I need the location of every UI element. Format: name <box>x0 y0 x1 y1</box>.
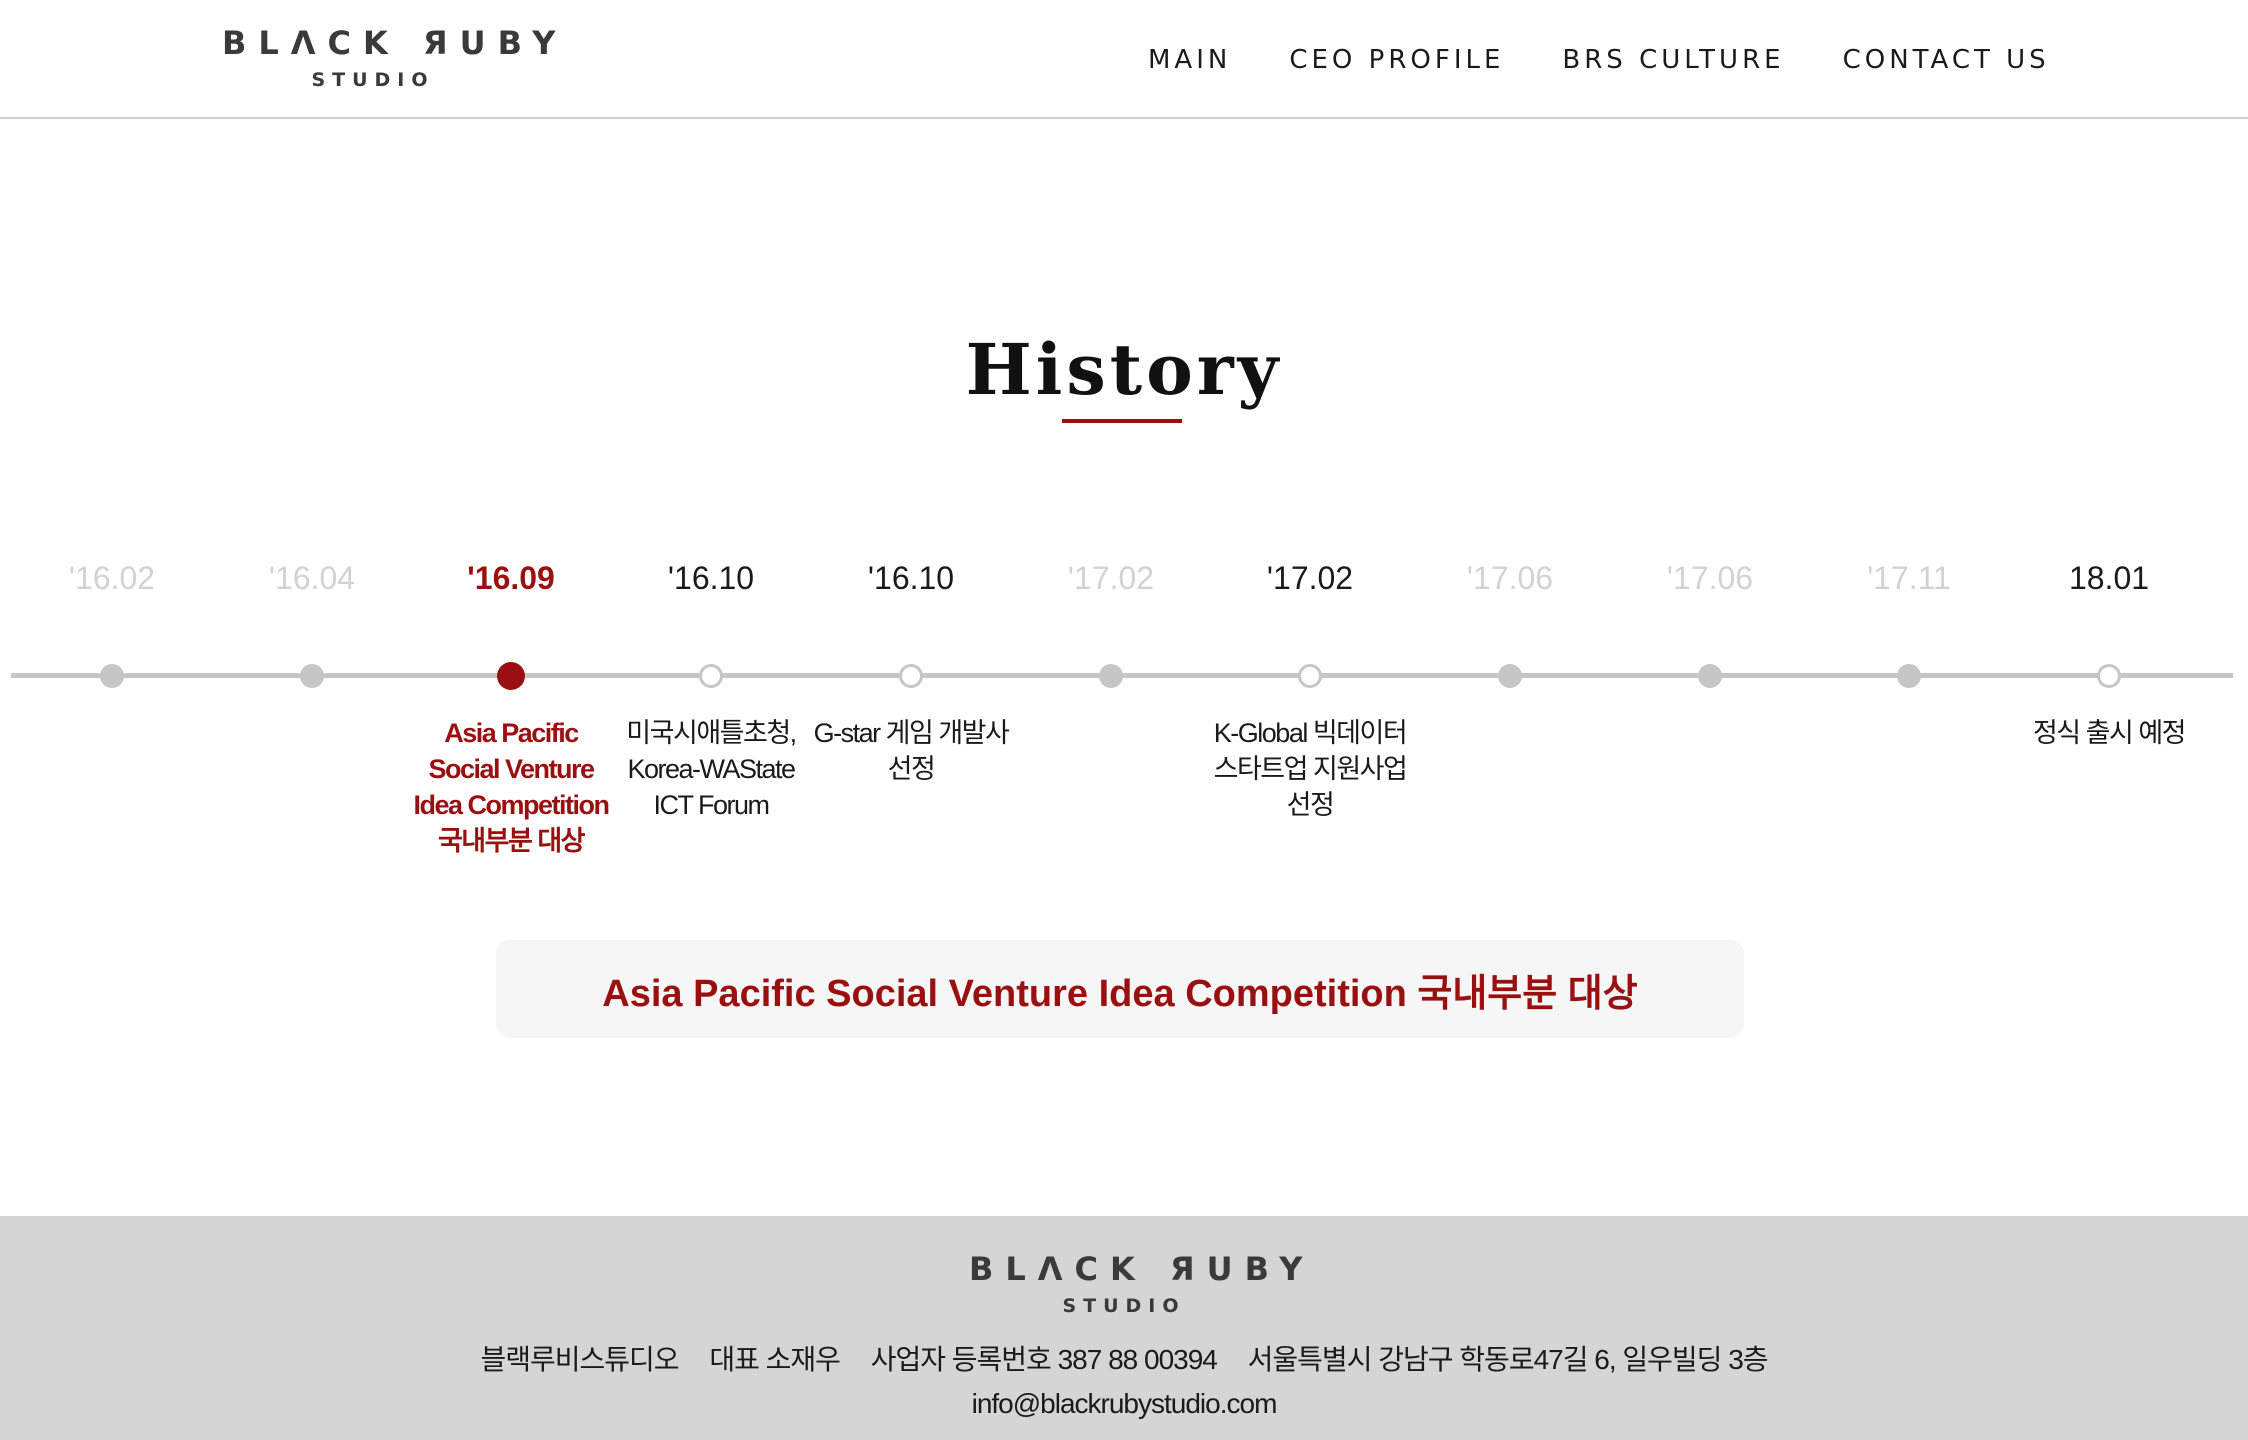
footer-logo-wordmark: BLΛCK ЯUBY <box>969 1250 1315 1288</box>
timeline-dot[interactable] <box>1099 664 1123 688</box>
timeline-label-line: 선정 <box>887 754 936 784</box>
timeline-label-line: 선정 <box>1286 790 1335 820</box>
timeline-date[interactable]: '17.02 <box>1067 560 1155 596</box>
timeline-date[interactable]: '17.06 <box>1466 560 1554 596</box>
timeline-dot[interactable] <box>899 664 923 688</box>
title-underline <box>1062 419 1182 423</box>
footer-address: 서울특별시 강남구 학동로47길 6, 일우빌딩 3층 <box>1247 1344 1769 1375</box>
timeline-label-line: ICT Forum <box>653 790 770 820</box>
footer-logo: BLΛCK ЯUBY STUDIO <box>969 1250 1315 1318</box>
footer-company-name: 블랙루비스튜디오 <box>480 1344 679 1375</box>
timeline-dot[interactable] <box>1698 664 1722 688</box>
timeline-dot[interactable] <box>300 664 324 688</box>
footer-business-number: 사업자 등록번호 387 88 00394 <box>870 1344 1218 1375</box>
site-footer: BLΛCK ЯUBY STUDIO 블랙루비스튜디오 대표 소재우 사업자 등록… <box>0 1216 2248 1440</box>
footer-ceo: 대표 소재우 <box>709 1344 841 1375</box>
logo-subtitle: STUDIO <box>311 69 435 91</box>
main-nav: MAIN CEO PROFILE BRS CULTURE CONTACT US <box>1148 44 2050 76</box>
timeline-dot[interactable] <box>1897 664 1921 688</box>
timeline-dot[interactable] <box>1298 664 1322 688</box>
timeline-dot[interactable] <box>2097 664 2121 688</box>
timeline-label-line: K-Global 빅데이터 <box>1213 718 1408 748</box>
timeline-label: 정식 출시 예정 <box>1999 715 2219 751</box>
timeline-date[interactable]: '16.09 <box>467 560 555 596</box>
timeline-date[interactable]: '16.02 <box>68 560 156 596</box>
timeline-label-line: Korea-WAState <box>627 754 796 784</box>
timeline-date[interactable]: '16.10 <box>667 560 755 596</box>
timeline-date[interactable]: '17.11 <box>1867 560 1951 596</box>
site-logo[interactable]: BLΛCK ЯUBY STUDIO <box>222 24 568 92</box>
timeline-date[interactable]: '16.10 <box>867 560 955 596</box>
timeline-label-line: Idea Competition <box>413 790 610 820</box>
timeline-label-line: 정식 출시 예정 <box>2032 718 2187 748</box>
timeline-label: 미국시애틀초청, Korea-WAState ICT Forum <box>601 715 821 823</box>
nav-contact-us[interactable]: CONTACT US <box>1842 45 2050 75</box>
site-header: BLΛCK ЯUBY STUDIO MAIN CEO PROFILE BRS C… <box>0 0 2248 119</box>
footer-email[interactable]: info@blackrubystudio.com <box>971 1388 1278 1419</box>
timeline-date[interactable]: '17.06 <box>1666 560 1754 596</box>
history-detail-text: Asia Pacific Social Venture Idea Competi… <box>602 972 1638 1015</box>
timeline-label-line: 미국시애틀초청, <box>626 718 797 748</box>
page-title: History <box>965 328 1283 411</box>
timeline-dot[interactable] <box>1498 664 1522 688</box>
timeline-label-line: 국내부분 대상 <box>437 826 586 856</box>
nav-brs-culture[interactable]: BRS CULTURE <box>1562 45 1785 75</box>
timeline-date[interactable]: '16.04 <box>268 560 356 596</box>
timeline-label: Asia Pacific Social Venture Idea Competiti… <box>401 715 621 859</box>
footer-logo-subtitle: STUDIO <box>1062 1295 1186 1317</box>
nav-main[interactable]: MAIN <box>1148 45 1232 75</box>
footer-company-info: 블랙루비스튜디오 대표 소재우 사업자 등록번호 387 88 00394 서울… <box>0 1340 2248 1380</box>
timeline-label-line: 스타트업 지원사업 <box>1213 754 1408 784</box>
timeline-date[interactable]: 18.01 <box>2068 560 2150 596</box>
history-detail-box: Asia Pacific Social Venture Idea Competi… <box>496 940 1744 1038</box>
nav-ceo-profile[interactable]: CEO PROFILE <box>1289 45 1505 75</box>
timeline-label-line: Asia Pacific <box>444 718 579 748</box>
timeline-date[interactable]: '17.02 <box>1266 560 1354 596</box>
logo-wordmark: BLΛCK ЯUBY <box>222 24 568 62</box>
timeline-label-line: Social Venture <box>428 754 595 784</box>
timeline-dot[interactable] <box>699 664 723 688</box>
timeline-label-line: G-star 게임 개발사 <box>813 718 1010 748</box>
timeline-dot[interactable] <box>497 662 525 690</box>
timeline-dot[interactable] <box>100 664 124 688</box>
